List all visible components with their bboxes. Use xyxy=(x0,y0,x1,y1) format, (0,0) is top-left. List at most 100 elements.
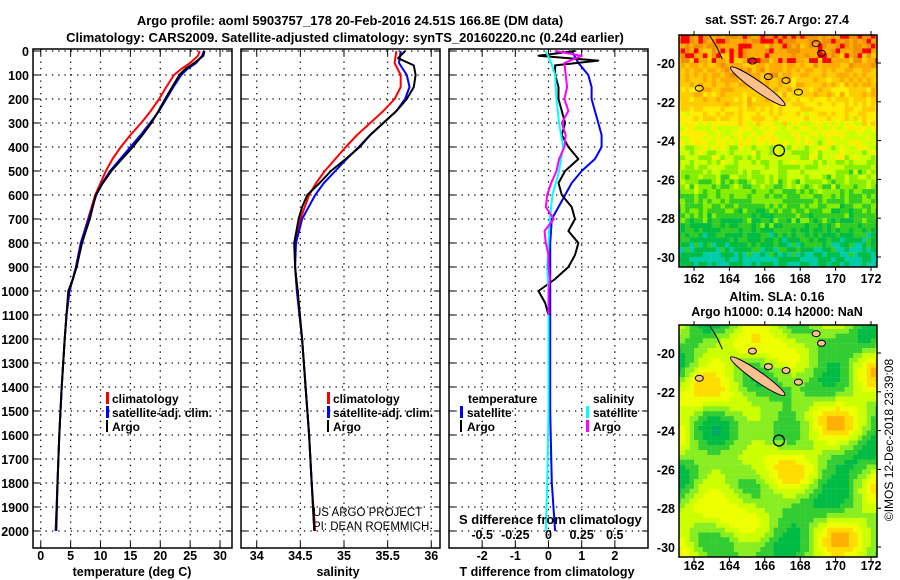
map-cell xyxy=(804,435,810,441)
map-cell xyxy=(840,406,845,412)
map-cell xyxy=(756,179,761,185)
map-cell xyxy=(835,469,841,475)
map-cell xyxy=(800,130,805,136)
map-cell xyxy=(742,527,748,533)
map-cell xyxy=(786,464,792,470)
map-cell xyxy=(862,401,867,407)
map-cell xyxy=(729,367,734,373)
map-cell xyxy=(685,77,690,83)
map-cell xyxy=(725,391,730,397)
map-cell xyxy=(729,130,734,136)
map-cell xyxy=(680,425,686,431)
map-cell xyxy=(711,479,717,485)
map-cell xyxy=(751,164,757,170)
map-cell xyxy=(680,92,686,98)
map-cell xyxy=(866,53,872,59)
map-cell xyxy=(866,435,872,441)
map-cell xyxy=(835,386,841,392)
map-cell xyxy=(733,474,739,480)
map-cell xyxy=(853,193,858,199)
map-cell xyxy=(809,450,814,455)
map-cell xyxy=(817,513,823,518)
map-cell xyxy=(702,445,708,451)
map-cell xyxy=(773,338,779,344)
map-cell xyxy=(773,242,779,248)
map-cell xyxy=(680,401,686,407)
map-cell xyxy=(809,43,814,49)
map-cell xyxy=(795,232,801,238)
map-cell xyxy=(680,416,686,422)
map-cell xyxy=(875,145,877,151)
map-cell xyxy=(702,164,708,170)
map-cell xyxy=(680,155,686,161)
map-cell xyxy=(853,503,858,509)
map-cell xyxy=(791,261,796,267)
map-cell xyxy=(778,35,783,39)
map-cell xyxy=(689,174,695,180)
map-cell xyxy=(813,179,819,185)
map-cell xyxy=(782,445,788,451)
map-cell xyxy=(880,228,885,233)
map-cell xyxy=(817,193,823,199)
map-cell xyxy=(826,111,832,117)
map-cell xyxy=(791,382,796,388)
map-cell xyxy=(747,58,752,64)
map-cell xyxy=(729,527,734,533)
map-cell xyxy=(729,121,734,127)
map-cell xyxy=(875,401,877,407)
map-cell xyxy=(848,232,854,238)
map-cell xyxy=(702,63,708,68)
map-cell xyxy=(764,435,770,441)
map-cell xyxy=(680,135,686,141)
map-cell xyxy=(866,464,872,470)
map-cell xyxy=(742,391,748,397)
map-cell xyxy=(742,232,748,238)
map-cell xyxy=(853,445,858,451)
map-cell xyxy=(716,58,721,64)
map-cell xyxy=(698,208,703,214)
map-cell xyxy=(747,130,752,136)
map-cell xyxy=(814,272,819,277)
map-cell xyxy=(857,338,863,344)
map-cell xyxy=(800,464,805,470)
map-cell xyxy=(702,189,708,195)
map-cell xyxy=(733,150,739,156)
map-cell xyxy=(848,406,854,412)
map-cell xyxy=(849,562,854,567)
map-cell xyxy=(729,450,734,455)
map-cell xyxy=(817,483,823,489)
map-cell xyxy=(764,116,770,122)
map-cell xyxy=(782,493,788,499)
map-cell xyxy=(866,77,872,83)
map-cell xyxy=(716,508,721,514)
map-cell xyxy=(760,508,765,514)
map-cell xyxy=(791,416,796,422)
map-cell xyxy=(840,386,845,392)
map-cell xyxy=(702,483,708,489)
map-cell xyxy=(738,348,743,354)
map-cell xyxy=(826,493,832,499)
map-cell xyxy=(751,498,757,504)
map-cell xyxy=(813,430,819,436)
map-cell xyxy=(804,430,810,436)
map-cell xyxy=(786,386,792,392)
map-cell xyxy=(742,343,748,349)
map-cell xyxy=(835,58,841,64)
map-cell xyxy=(791,483,796,489)
map-cell xyxy=(698,87,703,93)
map-cell xyxy=(720,517,726,523)
map-cell xyxy=(742,377,748,383)
map-cell xyxy=(778,362,783,368)
map-cell xyxy=(716,517,721,523)
map-cell xyxy=(800,116,805,122)
map-cell xyxy=(795,203,801,209)
map-cell xyxy=(725,97,730,102)
map-cell xyxy=(853,164,858,170)
map-cell xyxy=(822,247,827,253)
map-cell xyxy=(685,445,690,451)
map-cell xyxy=(738,257,743,262)
map-cell xyxy=(756,464,761,470)
map-cell xyxy=(835,82,841,88)
map-cell xyxy=(795,53,801,59)
map-cell xyxy=(729,328,734,334)
